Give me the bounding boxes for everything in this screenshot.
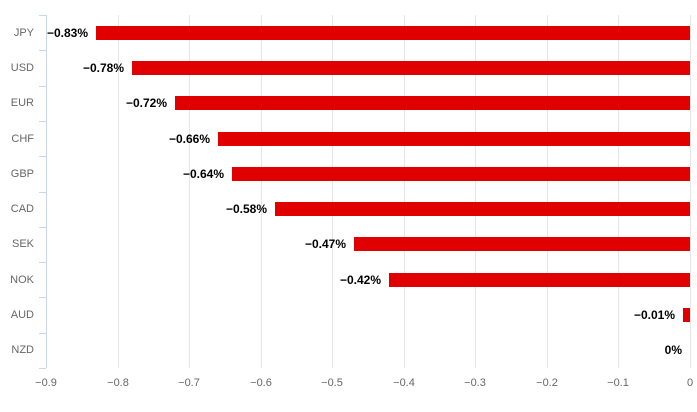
gridline <box>189 15 190 368</box>
category-label-eur: EUR <box>10 97 34 109</box>
data-label-usd: −0.78% <box>82 61 124 75</box>
bar-aud[interactable] <box>683 308 690 322</box>
data-label-gbp: −0.64% <box>182 167 224 181</box>
bar-chf[interactable] <box>218 132 690 146</box>
data-label-aud: −0.01% <box>633 308 675 322</box>
category-label-aud: AUD <box>10 309 34 321</box>
data-label-nzd: 0% <box>664 343 682 357</box>
x-axis-label: −0.9 <box>35 377 57 389</box>
x-axis-label: −0.2 <box>536 377 558 389</box>
x-axis-label: −0.8 <box>107 377 129 389</box>
data-label-chf: −0.66% <box>168 132 210 146</box>
gridline <box>618 15 619 368</box>
y-axis-tick <box>39 156 46 157</box>
data-label-sek: −0.47% <box>304 237 346 251</box>
bar-jpy[interactable] <box>96 26 690 40</box>
y-axis-tick <box>39 50 46 51</box>
category-label-nzd: NZD <box>11 344 34 356</box>
x-axis-label: −0.4 <box>393 377 415 389</box>
x-axis-label: −0.7 <box>178 377 200 389</box>
category-label-nok: NOK <box>10 274 34 286</box>
category-label-sek: SEK <box>11 238 34 250</box>
bar-eur[interactable] <box>175 96 690 110</box>
bar-sek[interactable] <box>354 237 690 251</box>
y-axis-tick <box>39 368 46 369</box>
gridline <box>404 15 405 368</box>
gridline <box>690 15 691 368</box>
data-label-cad: −0.58% <box>225 202 267 216</box>
y-axis-line <box>46 15 47 368</box>
x-axis-label: −0.3 <box>464 377 486 389</box>
bar-nok[interactable] <box>389 273 690 287</box>
y-axis-tick <box>39 227 46 228</box>
gridline <box>475 15 476 368</box>
x-axis-label: −0.1 <box>607 377 629 389</box>
y-axis-tick <box>39 262 46 263</box>
y-axis-tick <box>39 192 46 193</box>
y-axis-tick <box>39 15 46 16</box>
bar-usd[interactable] <box>132 61 690 75</box>
category-label-cad: CAD <box>10 203 34 215</box>
x-axis-label: −0.6 <box>250 377 272 389</box>
data-label-jpy: −0.83% <box>46 26 88 40</box>
y-axis-tick <box>39 121 46 122</box>
category-label-usd: USD <box>10 62 34 74</box>
gridline <box>261 15 262 368</box>
data-label-eur: −0.72% <box>125 96 167 110</box>
y-axis-tick <box>39 333 46 334</box>
bar-gbp[interactable] <box>232 167 690 181</box>
data-label-nok: −0.42% <box>339 273 381 287</box>
category-label-chf: CHF <box>11 133 34 145</box>
y-axis-tick <box>39 297 46 298</box>
x-axis-label: 0 <box>686 377 694 389</box>
y-axis-tick <box>39 86 46 87</box>
gridline <box>332 15 333 368</box>
category-label-jpy: JPY <box>13 27 34 39</box>
category-label-gbp: GBP <box>10 168 34 180</box>
x-axis-label: −0.5 <box>321 377 343 389</box>
gridline <box>547 15 548 368</box>
gridline <box>118 15 119 368</box>
bar-cad[interactable] <box>275 202 690 216</box>
